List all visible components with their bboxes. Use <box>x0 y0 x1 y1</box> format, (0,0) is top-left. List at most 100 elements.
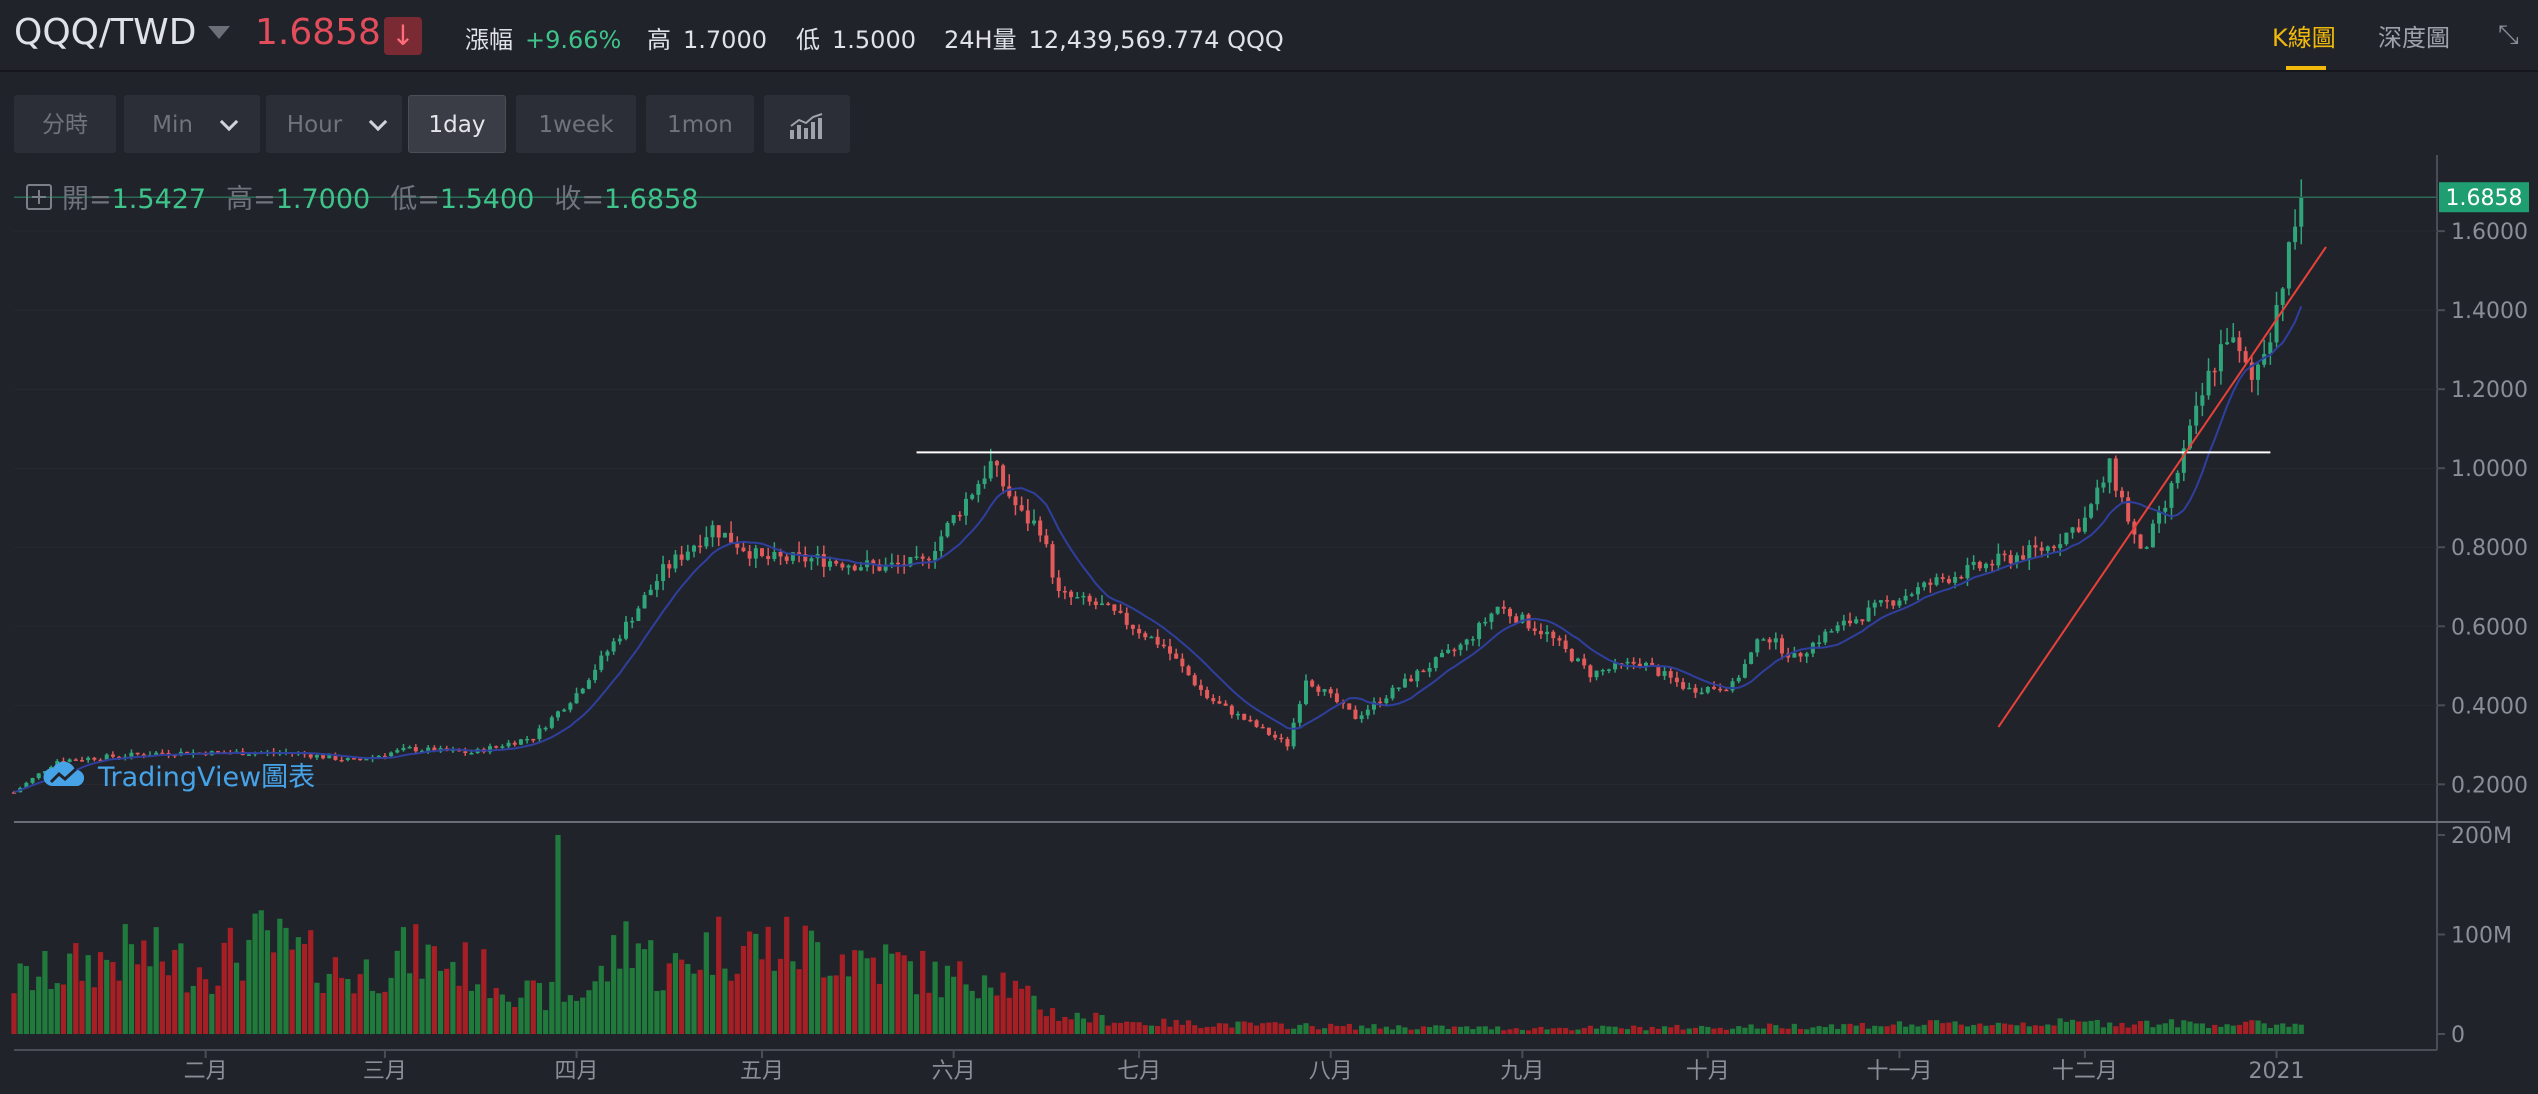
pair-dropdown-caret-icon[interactable] <box>208 26 230 39</box>
candle-body <box>1001 465 1006 487</box>
candle-body <box>729 532 734 543</box>
volume-bar <box>629 967 635 1034</box>
volume-bar <box>2267 1027 2273 1034</box>
interval-min-dropdown[interactable]: Min <box>124 95 260 153</box>
volume-bar <box>1488 1029 1495 1034</box>
interval-1mon-button[interactable]: 1mon <box>646 95 754 153</box>
volume-bar <box>1321 1028 1328 1034</box>
volume-bar <box>1124 1021 1130 1034</box>
high-value: 1.7000 <box>683 26 767 54</box>
volume-bar <box>994 995 1000 1034</box>
candle-body <box>821 554 826 567</box>
candle-body <box>624 621 628 639</box>
interval-1day-button[interactable]: 1day <box>408 95 506 153</box>
candle-body <box>117 756 122 759</box>
volume-bar <box>468 990 475 1034</box>
volume-bar <box>2218 1026 2224 1034</box>
candle-body <box>1427 668 1432 672</box>
interval-realtime-button[interactable]: 分時 <box>14 95 116 153</box>
expand-plus-icon[interactable] <box>26 184 52 210</box>
volume-bar <box>91 987 97 1034</box>
volume-bar <box>382 991 388 1034</box>
collapse-icon[interactable]: ⤡ <box>2498 20 2519 50</box>
volume-bar <box>79 980 85 1034</box>
volume-bar <box>104 959 110 1034</box>
volume-bar <box>2069 1019 2076 1034</box>
candle-body <box>246 754 251 756</box>
volume-bar <box>122 924 128 1034</box>
volume-bar <box>611 935 617 1034</box>
volume-bar <box>957 961 963 1034</box>
tab-kline[interactable]: K線圖 <box>2272 24 2336 52</box>
volume-bar <box>1538 1026 1544 1034</box>
interval-1week-button[interactable]: 1week <box>516 95 636 153</box>
volume-bar <box>1482 1026 1488 1034</box>
volume-bar <box>2162 1023 2168 1034</box>
volume-bar <box>2199 1023 2205 1034</box>
candle-body <box>556 711 560 718</box>
volume-bar <box>419 978 425 1034</box>
volume-bar <box>1402 1027 1408 1034</box>
tab-depth[interactable]: 深度圖 <box>2378 24 2450 52</box>
candle-body <box>1056 577 1061 592</box>
candle-body <box>98 759 103 762</box>
candle-body <box>1229 705 1234 715</box>
indicator-button[interactable] <box>764 95 850 153</box>
tradingview-watermark[interactable]: TradingView圖表 <box>42 756 315 793</box>
low-value: 1.5400 <box>439 184 535 215</box>
candle-body <box>914 556 919 558</box>
volume-bar <box>301 943 308 1034</box>
volume-bar <box>493 987 499 1034</box>
volume-bar <box>2107 1022 2113 1034</box>
volume-bar <box>48 989 54 1034</box>
candle-body <box>2113 458 2118 491</box>
volume-bar <box>1414 1029 1420 1034</box>
volume-bar <box>1606 1026 1612 1034</box>
candle-body <box>2089 504 2094 518</box>
candle-body <box>1557 638 1562 641</box>
volume-bar <box>332 957 339 1034</box>
candle-body <box>1829 631 1834 633</box>
candle-body <box>1631 661 1636 664</box>
candle-body <box>1736 677 1741 682</box>
candle-body <box>1872 602 1877 608</box>
volume-bar <box>178 943 184 1034</box>
candle-body <box>92 757 97 760</box>
candle-body <box>1538 630 1543 635</box>
volume-bar <box>1204 1026 1210 1034</box>
volume-bar <box>641 949 648 1034</box>
volume-bar <box>1043 1016 1049 1034</box>
candle-body <box>1118 610 1123 613</box>
volume-bar <box>1711 1028 1717 1034</box>
candle-body <box>1458 644 1463 650</box>
volume-bar <box>2298 1024 2304 1034</box>
candle-body <box>364 758 369 761</box>
volume-bar <box>1068 1019 1074 1034</box>
volume-bar <box>2063 1021 2069 1034</box>
volume-bar <box>2094 1019 2100 1034</box>
volume-bar <box>1952 1021 1958 1034</box>
volume-bar <box>1377 1028 1383 1034</box>
volume-bar <box>475 984 481 1034</box>
volume-bar <box>1464 1026 1470 1034</box>
candle-body <box>413 747 418 752</box>
volume-bar <box>505 1001 512 1034</box>
candle-body <box>2274 304 2279 343</box>
volume-bar <box>2051 1025 2057 1034</box>
pair-symbol[interactable]: QQQ/TWD <box>14 12 197 53</box>
volume-bar <box>1297 1024 1303 1034</box>
candle-body <box>2101 482 2106 488</box>
candle-body <box>1316 686 1321 692</box>
price-grid: 1.6000 1.4000 1.2000 1.0000 0.8000 0.6000 0.40… <box>14 220 2528 798</box>
volume-bar <box>1427 1027 1433 1034</box>
volume-bar <box>1612 1026 1618 1034</box>
interval-hour-dropdown[interactable]: Hour <box>266 95 402 153</box>
candle-body <box>1897 600 1902 606</box>
volume-bar <box>1896 1021 1903 1034</box>
volume-bar <box>1056 1020 1062 1034</box>
volume-bar <box>703 932 709 1034</box>
candle-body <box>1322 689 1327 692</box>
volume-bar <box>2193 1023 2199 1034</box>
candle-body <box>2188 425 2192 449</box>
